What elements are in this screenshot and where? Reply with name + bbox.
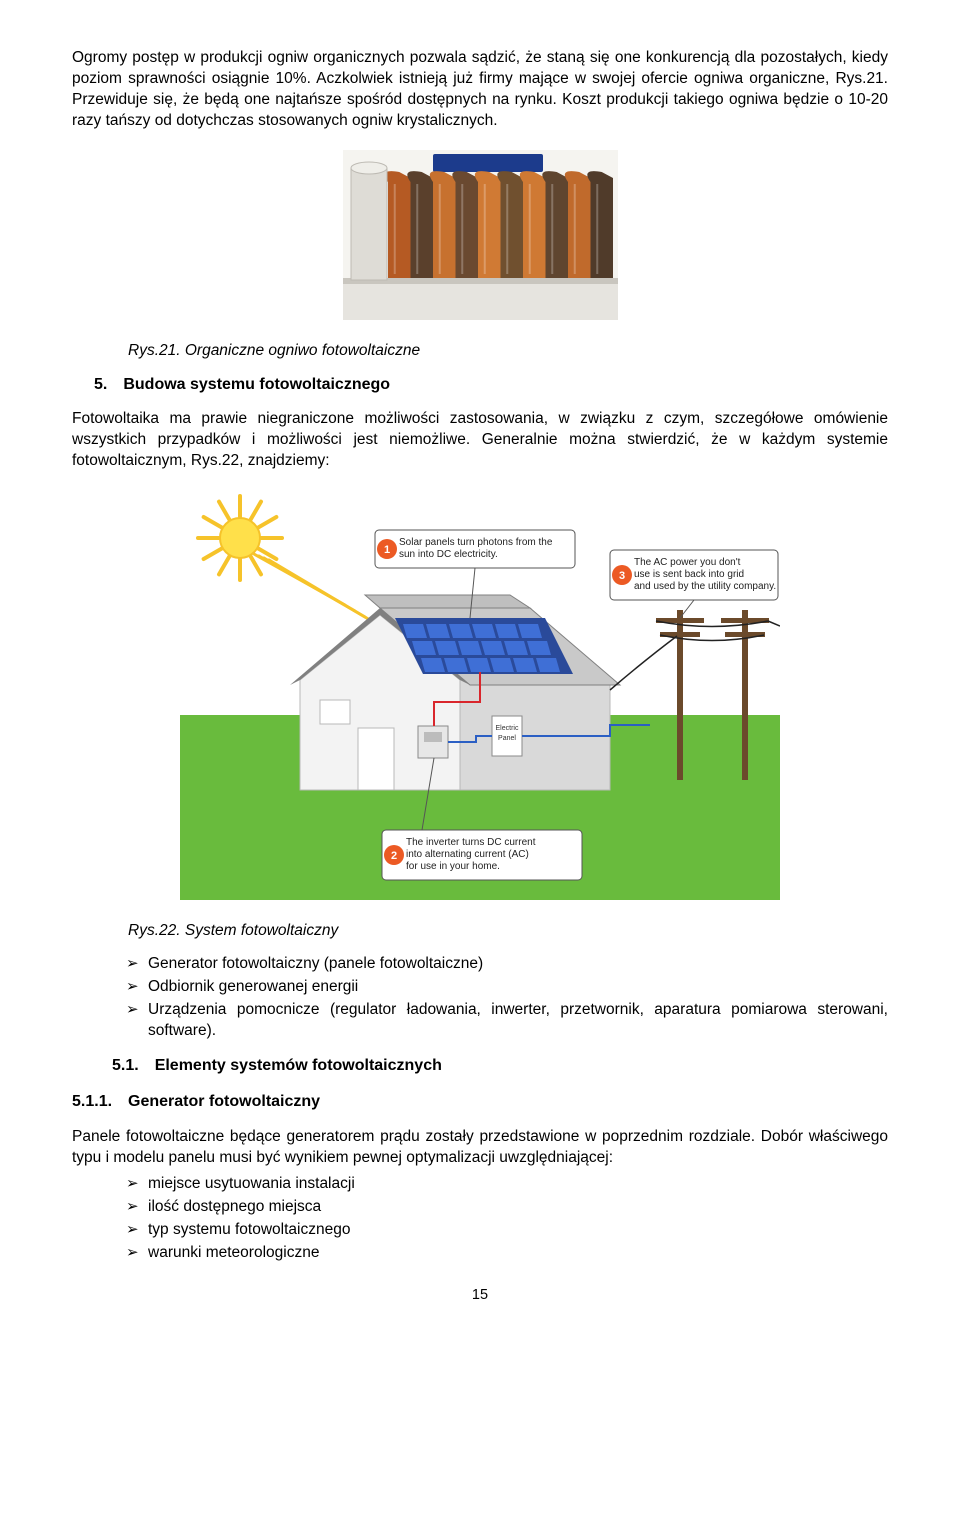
bullet-marker: ➢ <box>126 1174 148 1194</box>
bullet-list-optimization: ➢miejsce usytuowania instalacji➢ilość do… <box>126 1174 888 1264</box>
svg-text:use is sent back into grid: use is sent back into grid <box>634 569 744 580</box>
svg-text:Panel: Panel <box>498 735 516 742</box>
bullet-marker: ➢ <box>126 1220 148 1240</box>
svg-text:3: 3 <box>619 570 625 582</box>
svg-text:into alternating current (AC): into alternating current (AC) <box>406 849 529 860</box>
organic-cell-image <box>343 150 618 320</box>
section-5-heading: 5. Budowa systemu fotowoltaicznego <box>94 374 888 396</box>
list-item-text: ilość dostępnego miejsca <box>148 1197 321 1218</box>
paragraph-5-intro: Fotowoltaika ma prawie niegraniczone moż… <box>72 409 888 472</box>
figure-21 <box>72 150 888 327</box>
subsection-5-1-1-heading: 5.1.1. Generator fotowoltaiczny <box>72 1091 888 1113</box>
list-item-text: Generator fotowoltaiczny (panele fotowol… <box>148 954 888 975</box>
svg-text:Electric: Electric <box>496 725 519 732</box>
svg-text:2: 2 <box>391 850 397 862</box>
svg-text:The inverter turns DC current: The inverter turns DC current <box>406 837 536 848</box>
bullet-list-fig22: ➢Generator fotowoltaiczny (panele fotowo… <box>126 954 888 1042</box>
list-item-text: Urządzenia pomocnicze (regulator ładowan… <box>148 1000 888 1042</box>
svg-text:The AC power you don't: The AC power you don't <box>634 557 741 568</box>
list-item: ➢warunki meteorologiczne <box>126 1243 888 1264</box>
bullet-marker: ➢ <box>126 1000 148 1020</box>
svg-text:for use in your home.: for use in your home. <box>406 861 500 872</box>
list-item-text: warunki meteorologiczne <box>148 1243 319 1264</box>
list-item: ➢miejsce usytuowania instalacji <box>126 1174 888 1195</box>
page-number: 15 <box>72 1286 888 1306</box>
list-item-text: miejsce usytuowania instalacji <box>148 1174 355 1195</box>
list-item-text: Odbiornik generowanej energii <box>148 977 888 998</box>
svg-text:sun into DC electricity.: sun into DC electricity. <box>399 549 498 560</box>
list-item: ➢Generator fotowoltaiczny (panele fotowo… <box>126 954 888 975</box>
figure-22: Electric Panel Solar panels turn photons f… <box>72 490 888 907</box>
svg-text:and used by the utility compan: and used by the utility company. <box>634 581 776 592</box>
paragraph-5-1-1: Panele fotowoltaiczne będące generatorem… <box>72 1127 888 1169</box>
list-item: ➢Urządzenia pomocnicze (regulator ładowa… <box>126 1000 888 1042</box>
svg-text:1: 1 <box>384 544 390 556</box>
bullet-marker: ➢ <box>126 977 148 997</box>
page: Ogromy postęp w produkcji ogniw organicz… <box>0 0 960 1338</box>
pv-system-diagram: Electric Panel Solar panels turn photons f… <box>180 490 780 900</box>
caption-fig21: Rys.21. Organiczne ogniwo fotowoltaiczne <box>128 341 888 362</box>
caption-fig22: Rys.22. System fotowoltaiczny <box>128 921 888 942</box>
list-item: ➢Odbiornik generowanej energii <box>126 977 888 998</box>
paragraph-intro: Ogromy postęp w produkcji ogniw organicz… <box>72 48 888 132</box>
bullet-marker: ➢ <box>126 1197 148 1217</box>
list-item-text: typ systemu fotowoltaicznego <box>148 1220 350 1241</box>
svg-text:Solar panels turn photons from: Solar panels turn photons from the <box>399 537 553 548</box>
list-item: ➢typ systemu fotowoltaicznego <box>126 1220 888 1241</box>
list-item: ➢ilość dostępnego miejsca <box>126 1197 888 1218</box>
bullet-marker: ➢ <box>126 954 148 974</box>
subsection-5-1-heading: 5.1. Elementy systemów fotowoltaicznych <box>112 1055 888 1077</box>
bullet-marker: ➢ <box>126 1243 148 1263</box>
